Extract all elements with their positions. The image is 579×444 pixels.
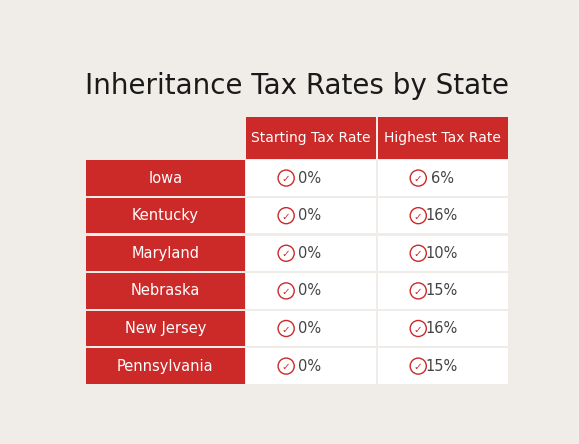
FancyBboxPatch shape <box>246 198 376 234</box>
Text: Maryland: Maryland <box>131 246 199 261</box>
FancyBboxPatch shape <box>246 311 376 346</box>
Text: Iowa: Iowa <box>148 170 182 186</box>
Text: 0%: 0% <box>298 283 321 298</box>
Text: Highest Tax Rate: Highest Tax Rate <box>384 131 501 145</box>
Text: 10%: 10% <box>426 246 458 261</box>
Text: 0%: 0% <box>298 170 321 186</box>
FancyBboxPatch shape <box>86 160 245 196</box>
FancyBboxPatch shape <box>86 273 245 309</box>
Text: ✓: ✓ <box>282 287 291 297</box>
Text: ✓: ✓ <box>414 325 423 334</box>
FancyBboxPatch shape <box>378 273 508 309</box>
Text: 16%: 16% <box>426 321 458 336</box>
Text: 6%: 6% <box>431 170 453 186</box>
FancyBboxPatch shape <box>378 311 508 346</box>
Text: ✓: ✓ <box>414 287 423 297</box>
FancyBboxPatch shape <box>246 273 376 309</box>
Text: 0%: 0% <box>298 359 321 373</box>
FancyBboxPatch shape <box>246 349 376 384</box>
FancyBboxPatch shape <box>86 311 245 346</box>
Text: Nebraska: Nebraska <box>131 283 200 298</box>
Text: 0%: 0% <box>298 321 321 336</box>
FancyBboxPatch shape <box>378 198 508 234</box>
FancyBboxPatch shape <box>246 235 376 271</box>
Text: ✓: ✓ <box>282 249 291 259</box>
FancyBboxPatch shape <box>378 235 508 271</box>
Text: Inheritance Tax Rates by State: Inheritance Tax Rates by State <box>85 72 509 100</box>
Text: ✓: ✓ <box>282 325 291 334</box>
Text: New Jersey: New Jersey <box>124 321 206 336</box>
FancyBboxPatch shape <box>378 116 508 159</box>
Text: ✓: ✓ <box>282 212 291 222</box>
Text: ✓: ✓ <box>414 249 423 259</box>
FancyBboxPatch shape <box>246 116 376 159</box>
Text: ✓: ✓ <box>414 174 423 184</box>
Text: 15%: 15% <box>426 359 458 373</box>
FancyBboxPatch shape <box>378 349 508 384</box>
FancyBboxPatch shape <box>86 235 245 271</box>
FancyBboxPatch shape <box>246 160 376 196</box>
Text: ✓: ✓ <box>282 362 291 372</box>
Text: Starting Tax Rate: Starting Tax Rate <box>251 131 371 145</box>
Text: ✓: ✓ <box>282 174 291 184</box>
Text: 16%: 16% <box>426 208 458 223</box>
FancyBboxPatch shape <box>378 160 508 196</box>
Text: ✓: ✓ <box>414 362 423 372</box>
Text: 0%: 0% <box>298 208 321 223</box>
FancyBboxPatch shape <box>86 198 245 234</box>
FancyBboxPatch shape <box>86 349 245 384</box>
Text: Kentucky: Kentucky <box>132 208 199 223</box>
Text: ✓: ✓ <box>414 212 423 222</box>
Text: 0%: 0% <box>298 246 321 261</box>
Text: 15%: 15% <box>426 283 458 298</box>
Text: Pennsylvania: Pennsylvania <box>117 359 214 373</box>
